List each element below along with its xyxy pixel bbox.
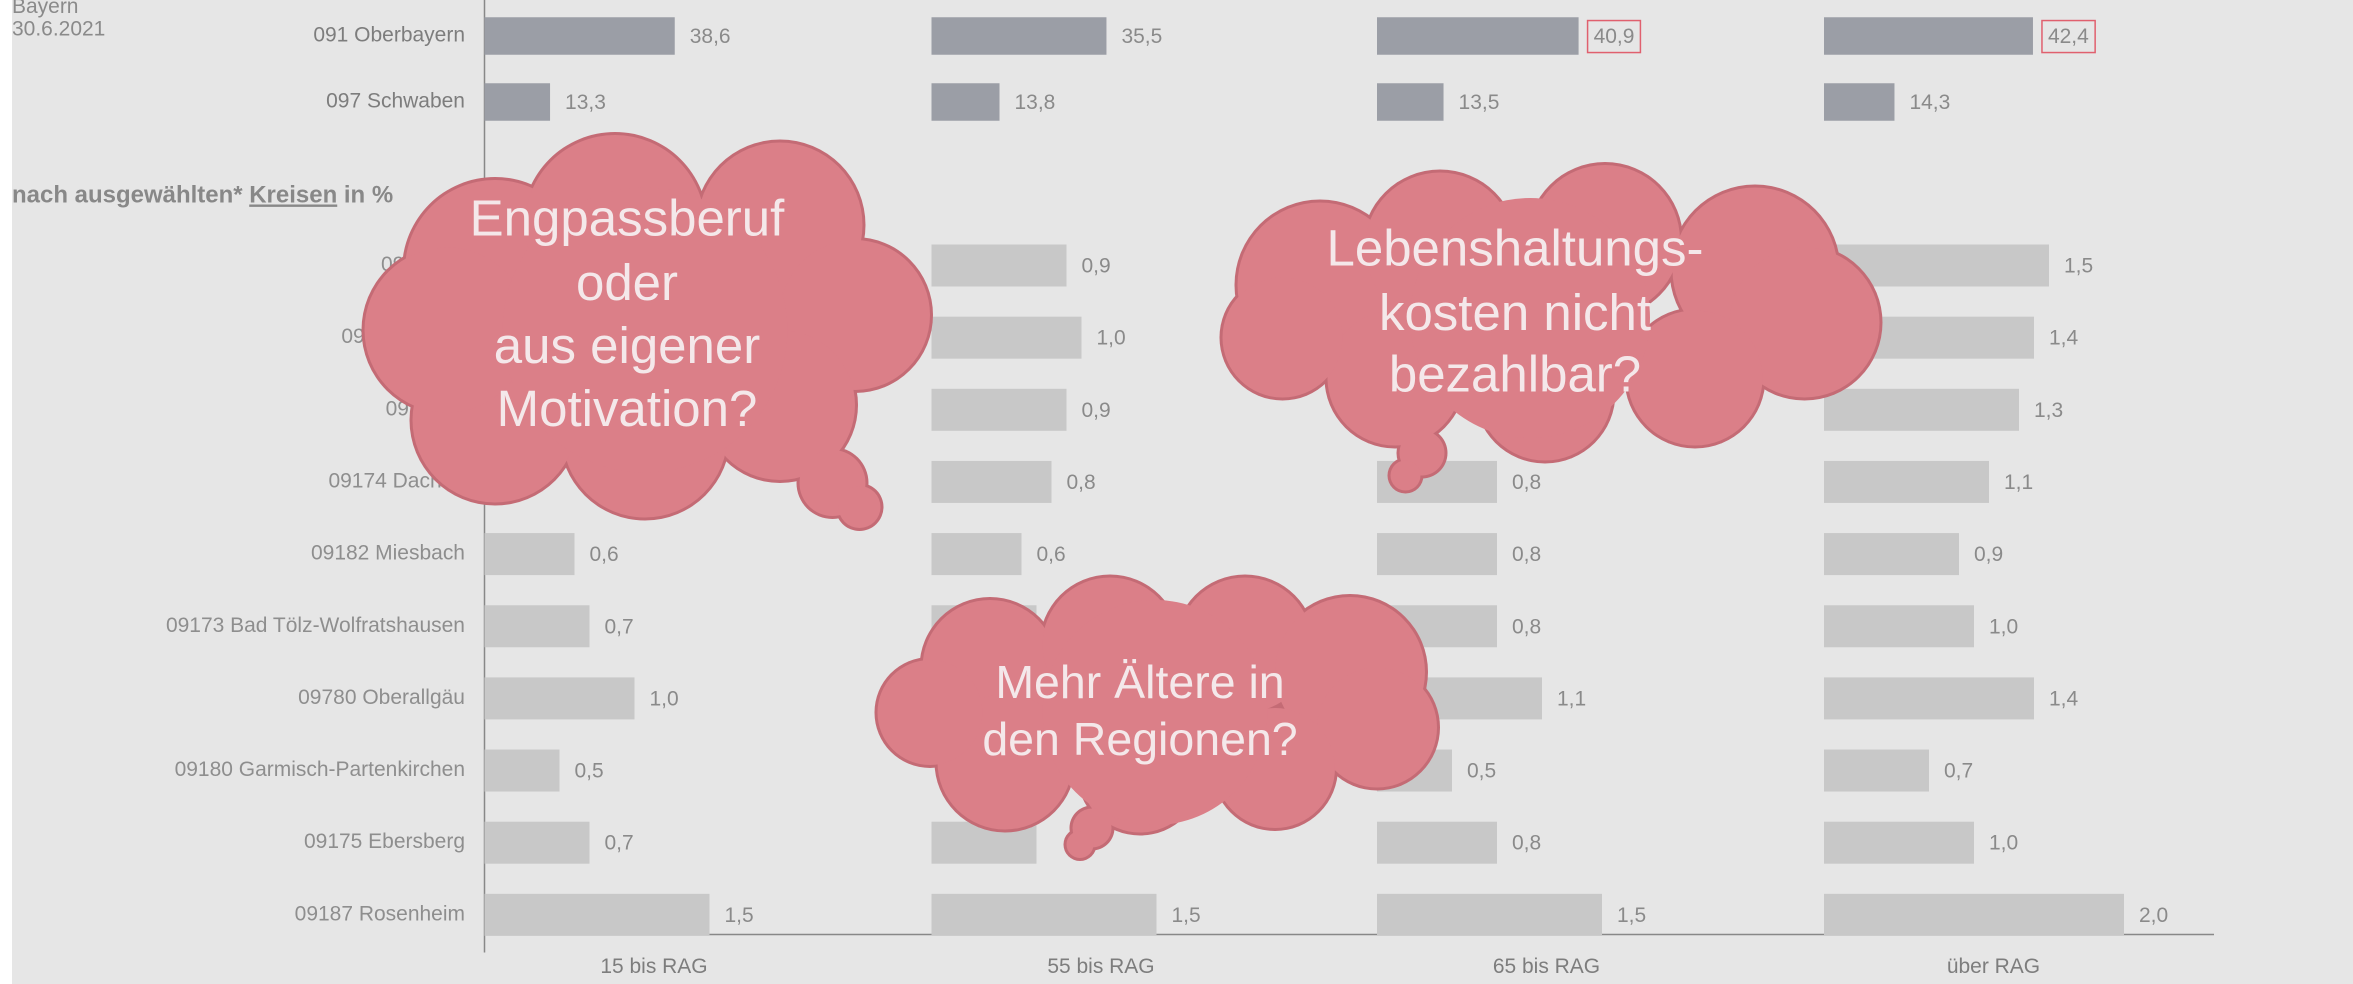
value-label: 0,9 <box>1081 255 1110 278</box>
slide: Bayern 30.6.2021 nach ausgewählten* Krei… <box>0 0 2353 984</box>
bar <box>484 894 709 936</box>
cloud-text: Mehr Ältere in <box>995 656 1284 708</box>
bar <box>484 822 589 864</box>
title-part: in % <box>337 182 393 209</box>
value-label: 0,9 <box>1081 399 1110 422</box>
cloud-text: oder <box>576 254 678 311</box>
value-label: 1,4 <box>2049 687 2079 710</box>
bar <box>931 533 1021 575</box>
bar <box>1824 389 2019 431</box>
value-label: 0,8 <box>1512 543 1541 566</box>
value-label: 1,5 <box>1617 904 1646 927</box>
value-label: 1,5 <box>724 904 753 927</box>
bar <box>931 389 1066 431</box>
value-label: 0,7 <box>604 832 633 855</box>
value-label: 0,8 <box>1512 615 1541 638</box>
bar <box>1824 822 1974 864</box>
category-label: 09780 Oberallgäu <box>298 686 465 709</box>
value-label: 0,8 <box>1512 471 1541 494</box>
cloud-text: aus eigener <box>494 317 760 374</box>
column-label: 65 bis RAG <box>1493 955 1600 978</box>
value-label: 1,0 <box>1989 615 2018 638</box>
bar <box>1377 894 1602 936</box>
cloud-text: kosten nicht <box>1379 284 1651 341</box>
value-label: 1,1 <box>2004 471 2033 494</box>
bar <box>484 750 559 792</box>
category-label: 09173 Bad Tölz-Wolfratshausen <box>166 614 465 637</box>
value-label: 0,5 <box>1467 760 1496 783</box>
bar <box>931 317 1081 359</box>
bar <box>931 461 1051 503</box>
category-label: 09175 Ebersberg <box>304 830 465 853</box>
value-label: 0,5 <box>574 760 603 783</box>
value-label: 0,8 <box>1512 832 1541 855</box>
bar <box>1824 750 1929 792</box>
title-part: nach ausgewählten* <box>12 182 249 209</box>
cloud-text: Lebenshaltungs- <box>1326 219 1703 276</box>
value-label: 1,0 <box>1989 832 2018 855</box>
cloud-text: den Regionen? <box>982 713 1297 765</box>
category-label: 09182 Miesbach <box>311 542 465 565</box>
value-label: 13,8 <box>1015 91 1056 114</box>
value-label: 0,7 <box>1944 760 1973 783</box>
value-label: 42,4 <box>2048 25 2089 48</box>
value-label: 1,0 <box>649 687 678 710</box>
value-label: 1,1 <box>1557 687 1586 710</box>
value-label: 1,3 <box>2034 399 2063 422</box>
bar <box>931 83 999 120</box>
header-line: Bayern <box>12 0 79 18</box>
value-label: 0,9 <box>1974 543 2003 566</box>
category-label: 097 Schwaben <box>326 90 465 113</box>
value-label: 1,5 <box>2064 255 2093 278</box>
bar <box>1824 17 2033 54</box>
bar <box>484 605 589 647</box>
value-label: 13,5 <box>1459 91 1500 114</box>
cloud-text: bezahlbar? <box>1389 345 1641 402</box>
value-label: 1,4 <box>2049 327 2079 350</box>
column-label: 15 bis RAG <box>600 955 707 978</box>
bar <box>931 894 1156 936</box>
value-label: 40,9 <box>1594 25 1635 48</box>
bar <box>1377 533 1497 575</box>
bar <box>1377 83 1444 120</box>
bar <box>1824 533 1959 575</box>
bar <box>484 17 674 54</box>
bar <box>1824 677 2034 719</box>
section-title: nach ausgewählten* Kreisen in % <box>12 182 393 209</box>
category-label: 09187 Rosenheim <box>295 902 465 925</box>
bar <box>484 533 574 575</box>
bar <box>1377 822 1497 864</box>
bar <box>484 677 634 719</box>
value-label: 0,7 <box>604 615 633 638</box>
bar <box>1377 17 1579 54</box>
value-label: 0,6 <box>1036 543 1065 566</box>
column-label: 55 bis RAG <box>1047 955 1154 978</box>
header-line: 30.6.2021 <box>12 18 105 41</box>
bar <box>1824 605 1974 647</box>
thought-cloud: Engpassberuf oder aus eigener Motivation… <box>361 132 932 531</box>
value-label: 1,0 <box>1096 327 1125 350</box>
category-label: 091 Oberbayern <box>313 24 465 47</box>
value-label: 35,5 <box>1121 25 1162 48</box>
value-label: 1,5 <box>1171 904 1200 927</box>
title-part: Kreisen <box>249 182 337 209</box>
value-label: 13,3 <box>565 91 606 114</box>
bar <box>1824 894 2124 936</box>
bar <box>931 17 1106 54</box>
value-label: 0,6 <box>589 543 618 566</box>
value-label: 0,8 <box>1066 471 1095 494</box>
category-label: 09180 Garmisch-Partenkirchen <box>175 758 465 781</box>
value-label: 14,3 <box>1909 91 1950 114</box>
value-label: 38,6 <box>690 25 731 48</box>
bar <box>931 245 1066 287</box>
cloud-text: Motivation? <box>497 380 758 437</box>
cloud-text: Engpassberuf <box>470 189 785 246</box>
bar <box>1824 83 1894 120</box>
bar <box>1824 461 1989 503</box>
column-label: über RAG <box>1947 955 2040 978</box>
bar <box>484 83 550 120</box>
value-label: 2,0 <box>2139 904 2168 927</box>
